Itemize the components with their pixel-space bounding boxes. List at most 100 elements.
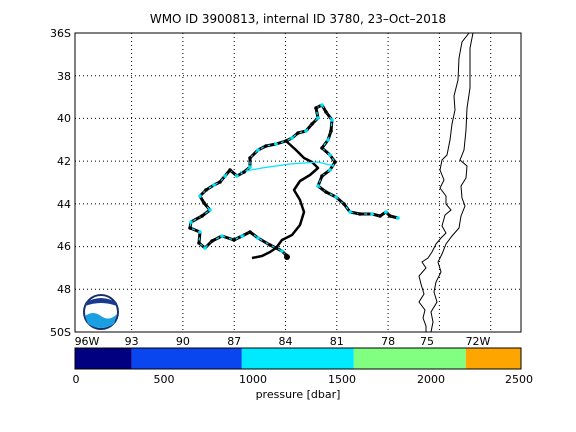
lat-label: 38 <box>57 70 71 83</box>
pressure-colorbar: 0 500 1000 1500 2000 2500 pressure [dbar… <box>73 347 534 401</box>
colorbar-segment <box>353 348 466 369</box>
profile-marker <box>326 138 330 142</box>
profile-marker <box>284 253 288 257</box>
noaa-logo-wave <box>85 313 117 328</box>
profile-marker <box>198 194 202 198</box>
map-plot-area: NOAA <box>74 32 522 333</box>
profile-marker <box>378 214 382 218</box>
profile-marker <box>328 168 332 172</box>
profile-marker <box>333 160 337 164</box>
profile-marker <box>329 129 333 133</box>
profile-marker <box>328 153 332 157</box>
colorbar-segment <box>75 348 132 369</box>
profile-marker <box>256 148 260 152</box>
lon-label: 75 <box>420 335 434 348</box>
colorbar-segment <box>241 348 354 369</box>
lat-label: 36S <box>50 27 71 40</box>
map-title: WMO ID 3900813, internal ID 3780, 23–Oct… <box>150 12 446 26</box>
noaa-logo-text: NOAA <box>91 307 111 314</box>
colorbar-tick-label: 2000 <box>417 373 445 386</box>
profile-marker <box>342 202 346 206</box>
lat-label: 50S <box>50 326 71 339</box>
profile-marker <box>384 210 388 214</box>
andes-border <box>430 32 474 333</box>
lon-label: 93 <box>125 335 139 348</box>
profile-marker <box>280 249 284 253</box>
profile-marker <box>348 210 352 214</box>
profile-marker <box>358 212 362 216</box>
profile-marker <box>212 183 216 187</box>
profile-marker <box>290 136 294 140</box>
profile-marker <box>396 216 400 220</box>
colorbar-segment <box>465 348 521 369</box>
profile-marker <box>296 131 300 135</box>
profile-marker <box>203 246 207 250</box>
profile-marker <box>268 243 272 247</box>
profile-marker <box>235 174 239 178</box>
colorbar-tick-label: 0 <box>73 373 80 386</box>
profile-marker <box>200 214 204 218</box>
lat-label: 42 <box>57 155 71 168</box>
profile-marker <box>320 146 324 150</box>
colorbar-segment <box>131 348 242 369</box>
profile-marker <box>202 201 206 205</box>
profile-marker <box>370 212 374 216</box>
profile-marker <box>198 230 202 234</box>
profile-marker <box>310 122 314 126</box>
profile-marker <box>264 144 268 148</box>
profile-marker <box>208 208 212 212</box>
trajectory-connector <box>239 161 335 173</box>
trajectory-branch <box>251 140 320 260</box>
colorbar-ticks: 0 500 1000 1500 2000 2500 <box>73 373 534 386</box>
profile-marker <box>320 103 324 107</box>
profile-marker <box>248 230 252 234</box>
chile-coastline <box>418 32 470 332</box>
profile-marker <box>248 156 252 160</box>
profile-marker <box>314 106 318 110</box>
profile-marker <box>274 142 278 146</box>
profile-markers <box>188 103 400 257</box>
profile-marker <box>304 129 308 133</box>
profile-marker <box>228 168 232 172</box>
colorbar-label: pressure [dbar] <box>256 388 341 401</box>
profile-marker <box>316 184 320 188</box>
lat-label: 44 <box>57 198 71 211</box>
colorbar-frame <box>74 347 522 370</box>
lon-label: 84 <box>279 335 293 348</box>
profile-marker <box>248 165 252 169</box>
lat-label: 46 <box>57 240 71 253</box>
profile-marker <box>334 195 338 199</box>
profile-marker <box>388 214 392 218</box>
lon-label: 87 <box>227 335 241 348</box>
profile-marker <box>220 234 224 238</box>
colorbar-tick-label: 500 <box>154 373 175 386</box>
profile-marker <box>204 188 208 192</box>
lat-label: 40 <box>57 112 71 125</box>
float-trajectory <box>188 103 400 260</box>
profile-marker <box>240 234 244 238</box>
colorbar-tick-label: 1500 <box>328 373 356 386</box>
lon-label: 81 <box>330 335 344 348</box>
profile-marker <box>188 226 192 230</box>
profile-marker <box>324 190 328 194</box>
noaa-logo-bird <box>85 298 117 306</box>
profile-marker <box>330 118 334 122</box>
lat-label: 48 <box>57 283 71 296</box>
profile-marker <box>284 139 288 143</box>
noaa-logo: NOAA <box>83 294 119 330</box>
profile-marker <box>223 174 227 178</box>
lon-label: 90 <box>176 335 190 348</box>
lon-label: 96W <box>75 335 100 348</box>
longitude-labels: 96W 93 90 87 84 81 78 75 72W <box>75 335 491 348</box>
colorbar-tick-label: 1000 <box>239 373 267 386</box>
latitude-labels: 36S 38 40 42 44 46 48 50S <box>50 27 71 339</box>
lon-label: 72W <box>466 335 491 348</box>
profile-marker <box>324 110 328 114</box>
profile-marker <box>232 238 236 242</box>
profile-marker <box>242 170 246 174</box>
trajectory-line-surface <box>189 104 399 256</box>
profile-marker <box>256 236 260 240</box>
profile-marker <box>320 174 324 178</box>
colorbar-tick-label: 2500 <box>505 373 533 386</box>
profile-marker <box>210 239 214 243</box>
